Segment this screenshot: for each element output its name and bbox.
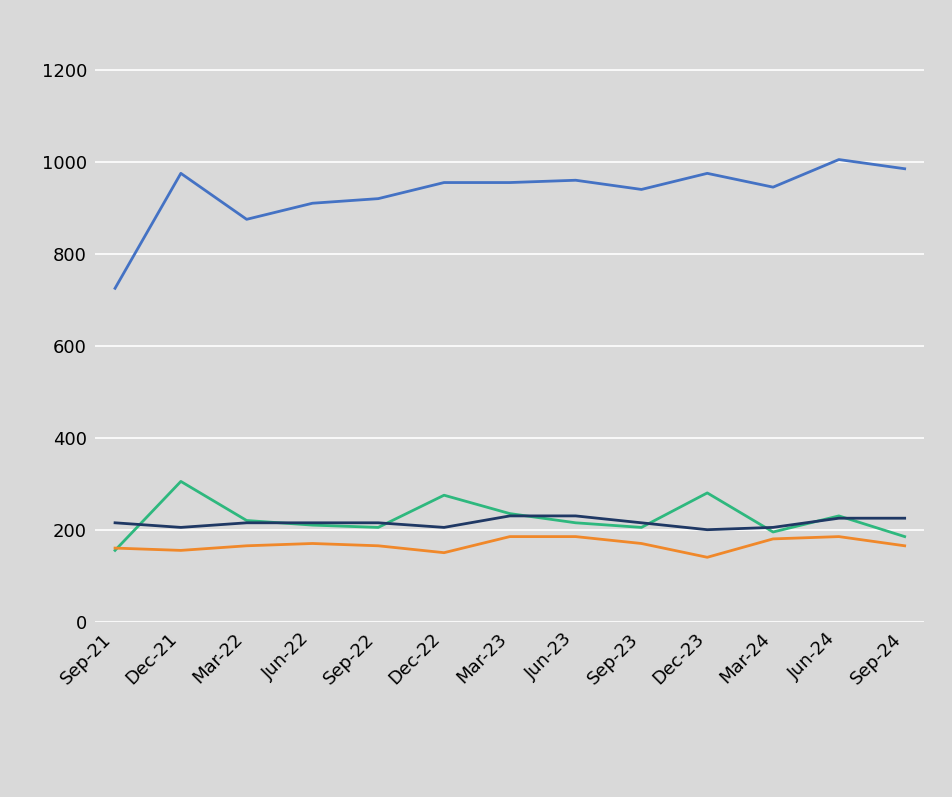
- Dental: [372, 194, 384, 203]
- Dental: [504, 178, 515, 187]
- Dental: [307, 198, 318, 208]
- Chiropractic: [504, 532, 515, 541]
- Physiotherapy: [701, 525, 712, 535]
- Chiropractic: [241, 541, 252, 551]
- Chiropractic: [372, 541, 384, 551]
- Chiropractic: [635, 539, 646, 548]
- Dental: [109, 284, 121, 293]
- Optical: [832, 511, 843, 520]
- Dental: [569, 175, 581, 185]
- Line: Optical: Optical: [115, 481, 903, 551]
- Physiotherapy: [109, 518, 121, 528]
- Dental: [438, 178, 449, 187]
- Optical: [898, 532, 909, 541]
- Optical: [241, 516, 252, 525]
- Dental: [635, 185, 646, 194]
- Dental: [241, 214, 252, 224]
- Dental: [832, 155, 843, 164]
- Chiropractic: [307, 539, 318, 548]
- Optical: [175, 477, 187, 486]
- Physiotherapy: [635, 518, 646, 528]
- Physiotherapy: [307, 518, 318, 528]
- Optical: [438, 490, 449, 500]
- Optical: [569, 518, 581, 528]
- Chiropractic: [438, 548, 449, 557]
- Optical: [701, 488, 712, 497]
- Physiotherapy: [766, 523, 778, 532]
- Chiropractic: [701, 552, 712, 562]
- Optical: [372, 523, 384, 532]
- Optical: [766, 528, 778, 537]
- Physiotherapy: [438, 523, 449, 532]
- Chiropractic: [175, 546, 187, 556]
- Dental: [898, 164, 909, 174]
- Optical: [635, 523, 646, 532]
- Line: Chiropractic: Chiropractic: [115, 536, 903, 557]
- Dental: [175, 169, 187, 179]
- Physiotherapy: [175, 523, 187, 532]
- Physiotherapy: [504, 511, 515, 520]
- Physiotherapy: [832, 513, 843, 523]
- Dental: [701, 169, 712, 179]
- Chiropractic: [898, 541, 909, 551]
- Chiropractic: [766, 534, 778, 544]
- Physiotherapy: [241, 518, 252, 528]
- Optical: [307, 520, 318, 530]
- Dental: [766, 183, 778, 192]
- Optical: [109, 546, 121, 556]
- Physiotherapy: [898, 513, 909, 523]
- Optical: [504, 508, 515, 518]
- Chiropractic: [109, 544, 121, 553]
- Chiropractic: [832, 532, 843, 541]
- Physiotherapy: [569, 511, 581, 520]
- Chiropractic: [569, 532, 581, 541]
- Line: Physiotherapy: Physiotherapy: [115, 516, 903, 530]
- Line: Dental: Dental: [115, 159, 903, 289]
- Physiotherapy: [372, 518, 384, 528]
